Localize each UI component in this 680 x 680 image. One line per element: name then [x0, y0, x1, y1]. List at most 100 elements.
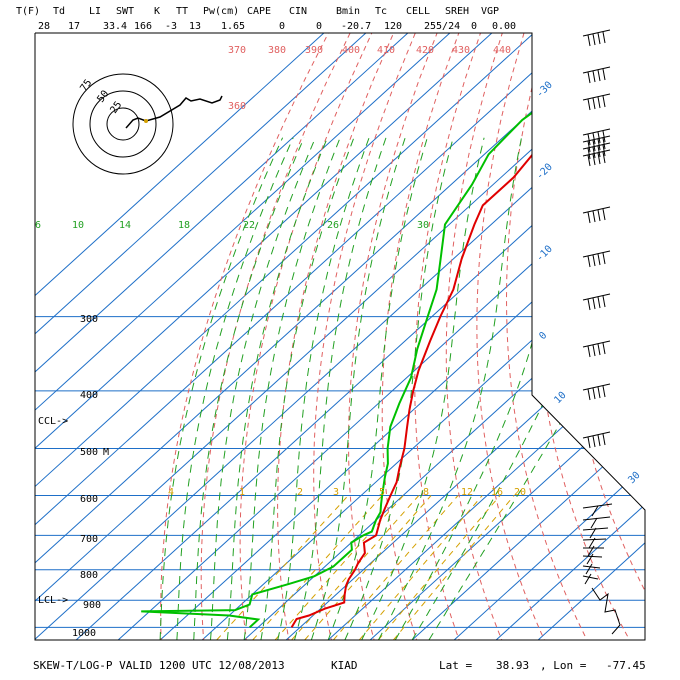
- dry-adiabat: [562, 33, 645, 640]
- moist-adiabat: [176, 137, 294, 640]
- barb-staff: [582, 66, 611, 74]
- moist-adiabat: [378, 137, 522, 640]
- barb-flag: [597, 386, 601, 399]
- mixing-ratio-label: 2: [297, 487, 303, 498]
- wind-barb: [582, 516, 611, 529]
- barb-flag: [585, 563, 593, 575]
- wind-barb: [591, 587, 621, 635]
- isotherm-line: [524, 33, 645, 640]
- barb-flag: [592, 97, 596, 110]
- isotherm-line: [35, 33, 397, 640]
- moist-adiabat-label: 22: [243, 220, 255, 231]
- moist-adiabat: [394, 137, 568, 640]
- theta-label: 410: [377, 45, 395, 56]
- header-value: 0: [279, 21, 285, 32]
- barb-staff: [582, 575, 599, 580]
- barb-flag: [602, 95, 606, 108]
- isotherm-line: [35, 33, 481, 640]
- lcl-marker: LCL->: [38, 595, 68, 606]
- mixing-ratio-line: [216, 495, 349, 640]
- moist-adiabat-label: 14: [119, 220, 131, 231]
- pressure-label: 900: [83, 600, 101, 611]
- header-value: -3: [165, 21, 177, 32]
- moist-adiabat-label: 10: [72, 220, 84, 231]
- barb-flag: [584, 573, 592, 585]
- barb-flag: [597, 343, 601, 356]
- barb-flag: [597, 145, 601, 158]
- header-label: CELL: [406, 6, 430, 17]
- mixing-ratio-line: [252, 495, 383, 640]
- barb-flag: [602, 144, 606, 157]
- barb-staff: [582, 293, 611, 301]
- theta-label: 400: [342, 45, 360, 56]
- barb-flag: [592, 387, 596, 400]
- wind-barb: [582, 553, 603, 565]
- barb-flag: [602, 295, 606, 308]
- dewpoint-trace: [141, 33, 619, 629]
- wind-barb: [582, 206, 611, 224]
- header-label: LI: [89, 6, 101, 17]
- hodograph-ring: [106, 107, 140, 141]
- mixing-ratio-line: [274, 495, 404, 640]
- pressure-label: 600: [80, 494, 98, 505]
- barb-flag: [587, 98, 591, 111]
- isotherm-line: [35, 33, 439, 640]
- mixing-ratio-label: 8: [423, 487, 429, 498]
- barb-flag: [590, 517, 598, 529]
- wind-barb: [582, 66, 611, 84]
- moist-adiabat: [344, 137, 454, 640]
- barb-flag: [592, 344, 596, 357]
- barb-flag: [587, 133, 591, 146]
- barb-flag: [592, 254, 596, 267]
- header-value: 120: [384, 21, 402, 32]
- barb-staff: [582, 93, 611, 101]
- barb-flag: [602, 433, 606, 446]
- header-value: 0.00: [492, 21, 516, 32]
- mixing-ratio-label: 1: [239, 487, 245, 498]
- header-label: VGP: [481, 6, 499, 17]
- header-value: 0: [316, 21, 322, 32]
- mixing-ratio-line: [377, 495, 501, 640]
- isotherm-line: [104, 33, 645, 640]
- header-label: SREH: [445, 6, 469, 17]
- dry-adiabat: [534, 33, 637, 640]
- barb-staff: [582, 149, 611, 157]
- dry-adiabat: [642, 33, 645, 640]
- header-value: 17: [68, 21, 80, 32]
- moist-adiabat: [210, 137, 316, 640]
- theta-label: 390: [305, 45, 323, 56]
- barb-staff: [582, 431, 611, 439]
- background-lines: [35, 33, 645, 640]
- pressure-label: 800: [80, 570, 98, 581]
- wind-barb: [582, 93, 611, 111]
- barb-flag: [587, 154, 591, 167]
- moist-adiabat: [310, 137, 406, 640]
- wind-barb: [582, 503, 613, 517]
- dry-adiabat: [313, 33, 416, 640]
- barb-flag: [602, 342, 606, 355]
- barb-flag: [597, 32, 601, 45]
- barb-flag: [588, 537, 596, 549]
- dry-adiabat: [476, 33, 551, 640]
- header-values: 28 17 33.4 166 -3 13 1.65 0 0 -20.7 120 255/24 0 0.00: [38, 21, 516, 32]
- plot-border: [34, 32, 646, 641]
- barb-staff: [582, 142, 611, 150]
- barb-staff: [582, 206, 611, 214]
- pressure-label: 300: [80, 314, 98, 325]
- header-labels: T(F) Td LI SWT K TT Pw(cm) CAPE CIN Bmin Tc CELL SRE…: [16, 6, 499, 17]
- header-label: Td: [53, 6, 65, 17]
- isotherm-line: [398, 33, 645, 640]
- barb-flag: [587, 298, 591, 311]
- barb-flag: [592, 153, 596, 166]
- isotherm-line: [35, 33, 565, 640]
- barb-flag: [602, 31, 606, 44]
- barb-flag: [587, 147, 591, 160]
- header-label: CIN: [289, 6, 307, 17]
- mixing-ratio-label: 3: [333, 487, 339, 498]
- barb-flag: [592, 210, 596, 223]
- barb-flag: [589, 527, 597, 539]
- wind-barb: [582, 573, 599, 585]
- barb-staff: [582, 250, 611, 258]
- barb-flag: [591, 505, 599, 517]
- barb-staff: [582, 340, 611, 348]
